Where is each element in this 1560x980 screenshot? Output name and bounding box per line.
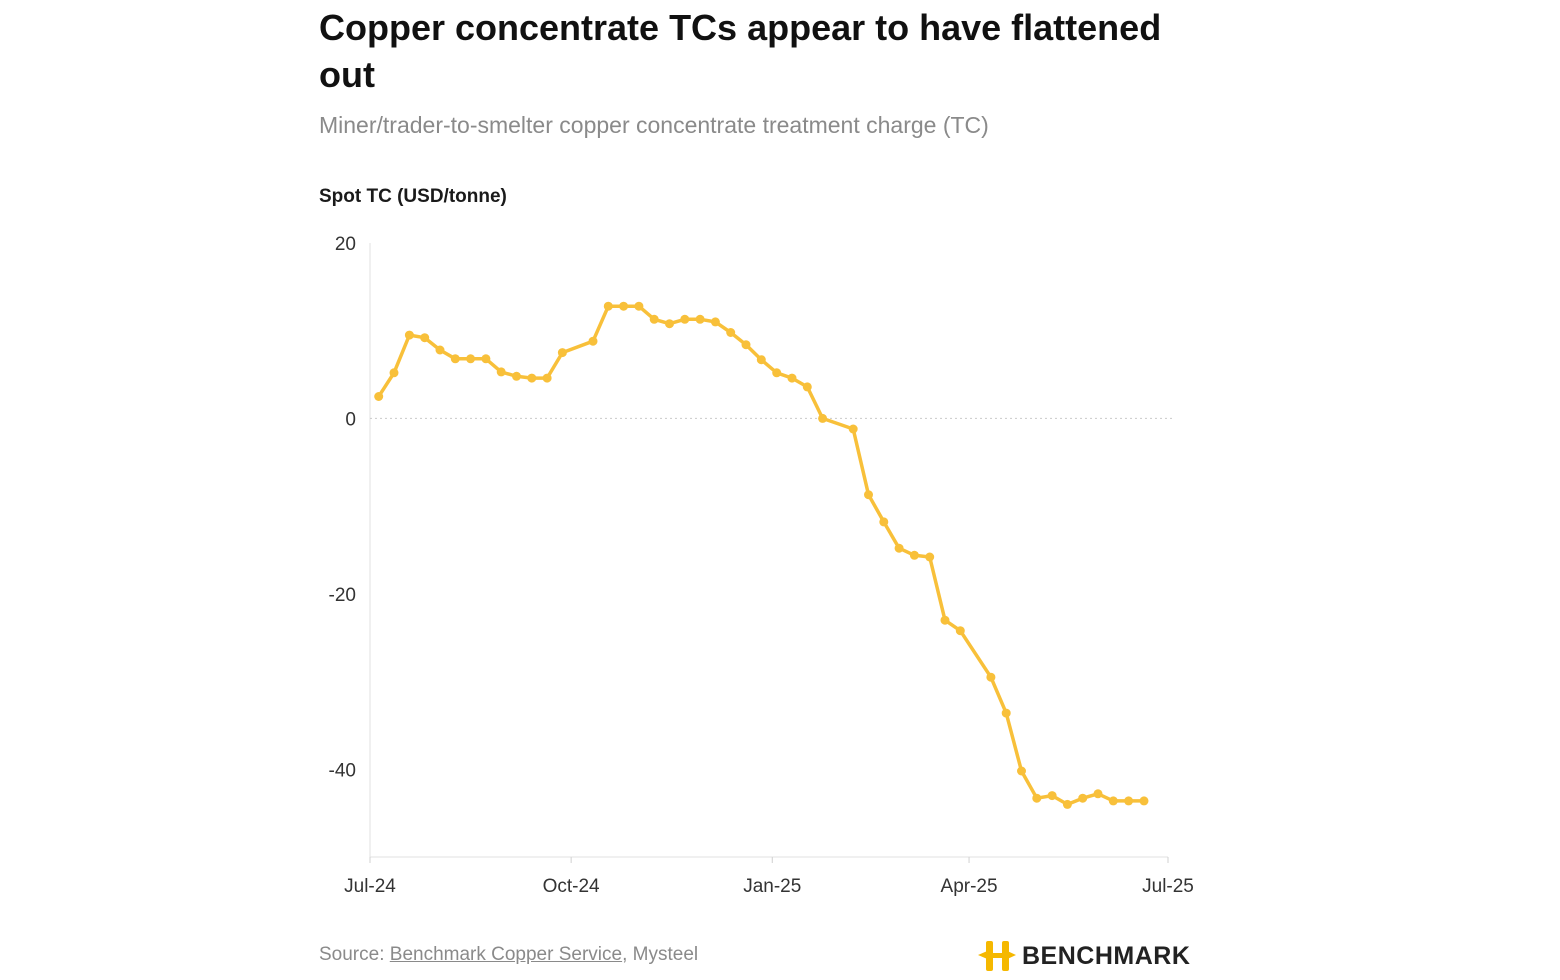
data-point <box>1108 796 1118 806</box>
y-axis-title: Spot TC (USD/tonne) <box>319 186 507 207</box>
y-tick-label: 20 <box>335 234 356 255</box>
data-point <box>603 301 613 311</box>
data-point <box>1017 766 1026 776</box>
data-point <box>481 354 491 364</box>
data-point <box>389 368 399 378</box>
series-points <box>374 301 1149 809</box>
data-point <box>1093 789 1103 799</box>
data-point <box>1001 708 1011 718</box>
data-point <box>1124 796 1134 806</box>
data-point <box>1139 796 1149 806</box>
x-tick-label: Jan-25 <box>743 876 801 897</box>
data-point <box>588 336 598 346</box>
data-point <box>986 672 996 682</box>
data-point <box>787 373 797 383</box>
data-point <box>512 371 521 381</box>
data-point <box>1032 793 1042 803</box>
data-point <box>634 301 644 311</box>
x-tick-label: Jul-24 <box>344 876 396 897</box>
series-line <box>376 304 1146 807</box>
benchmark-logo-icon <box>978 941 1016 971</box>
source-rest: Mysteel <box>632 944 699 965</box>
data-point <box>802 382 812 392</box>
y-tick-labels: 20 0 -20 -40 <box>329 234 356 781</box>
chart-title: Copper concentrate TCs appear to have fl… <box>319 7 1162 95</box>
data-point <box>818 413 828 423</box>
data-point <box>450 354 460 364</box>
data-point <box>1078 793 1088 803</box>
data-point <box>665 319 674 329</box>
y-tick-label: -40 <box>329 760 356 781</box>
data-point <box>710 317 720 327</box>
data-point <box>649 314 659 324</box>
x-tick-label: Oct-24 <box>543 876 600 897</box>
data-point <box>1062 799 1072 809</box>
data-point <box>756 355 766 365</box>
data-point <box>680 314 690 324</box>
data-point <box>404 330 414 340</box>
data-point <box>741 340 751 350</box>
benchmark-logo-text: BENCHMARK <box>1022 941 1191 970</box>
data-point <box>726 328 736 337</box>
data-point <box>619 301 629 311</box>
data-point <box>527 373 537 383</box>
x-tick-label: Apr-25 <box>941 876 998 897</box>
data-point <box>955 626 965 636</box>
data-point <box>542 373 552 383</box>
data-point <box>864 490 873 500</box>
data-point <box>925 552 935 562</box>
source-note: Source: Benchmark Copper Service, Mystee… <box>319 944 698 966</box>
data-point <box>772 368 782 378</box>
y-tick-label: -20 <box>329 585 356 606</box>
data-point <box>557 348 567 358</box>
data-point <box>435 345 445 355</box>
benchmark-logo: BENCHMARK <box>978 936 1190 976</box>
data-point <box>909 550 919 560</box>
data-point <box>466 354 476 364</box>
x-tick-labels: Jul-24 Oct-24 Jan-25 Apr-25 Jul-25 <box>344 857 1194 897</box>
source-link[interactable]: Benchmark Copper Service <box>389 944 623 965</box>
data-point <box>848 424 858 434</box>
source-separator: , <box>622 944 633 965</box>
chart-subtitle: Miner/trader-to-smelter copper concentra… <box>319 112 989 138</box>
data-point <box>1047 791 1057 801</box>
x-tick-label: Jul-25 <box>1142 876 1194 897</box>
data-point <box>374 392 384 401</box>
data-point <box>420 333 430 343</box>
data-point <box>695 314 705 324</box>
data-point <box>496 367 506 377</box>
data-point <box>894 543 904 553</box>
data-point <box>940 615 950 625</box>
source-prefix: Source: <box>319 944 390 965</box>
y-tick-label: 0 <box>345 409 356 430</box>
data-point <box>879 517 889 527</box>
